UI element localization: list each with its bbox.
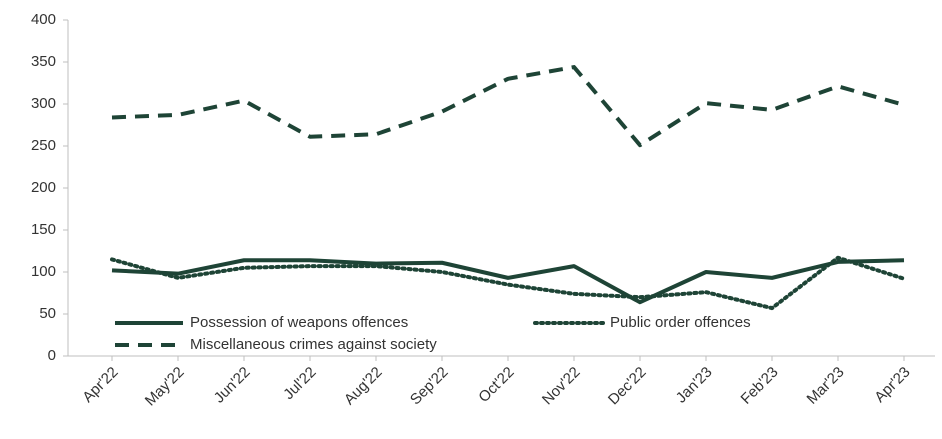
y-tick-label: 200	[31, 179, 56, 196]
x-tick-label: Oct'22	[475, 364, 517, 406]
x-tick-label: Jan'23	[673, 364, 716, 407]
y-tick-label: 400	[31, 11, 56, 28]
x-tick-label: May'22	[142, 364, 188, 410]
x-tick-label: Apr'23	[871, 364, 913, 406]
x-tick-label: Sep'22	[407, 364, 452, 409]
y-tick-label: 250	[31, 137, 56, 154]
legend-label: Public order offences	[610, 314, 751, 331]
y-tick-label: 100	[31, 263, 56, 280]
legend-label: Miscellaneous crimes against society	[190, 336, 437, 353]
y-tick-label: 50	[39, 305, 56, 322]
x-tick-label: Dec'22	[605, 364, 650, 409]
series-line	[111, 258, 905, 305]
series-line	[111, 65, 905, 148]
y-tick-label: 0	[48, 347, 56, 364]
x-tick-label: Feb'23	[738, 364, 782, 408]
x-tick-label: Apr'22	[79, 364, 121, 406]
x-tick-label: Aug'22	[341, 364, 386, 409]
y-tick-label: 350	[31, 53, 56, 70]
y-tick-label: 300	[31, 95, 56, 112]
x-tick-label: Nov'22	[539, 364, 584, 409]
legend-label: Possession of weapons offences	[190, 314, 408, 331]
x-tick-label: Mar'23	[804, 364, 848, 408]
y-tick-label: 150	[31, 221, 56, 238]
x-tick-label: Jun'22	[211, 364, 254, 407]
series-line	[110, 255, 906, 311]
x-tick-label: Jul'22	[280, 364, 319, 403]
